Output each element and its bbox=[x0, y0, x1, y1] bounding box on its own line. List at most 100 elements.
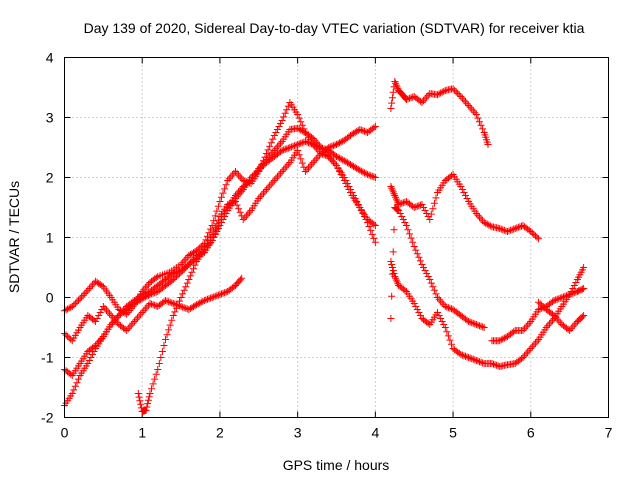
data-point bbox=[88, 281, 96, 289]
data-point bbox=[222, 288, 230, 296]
data-point bbox=[272, 175, 280, 183]
data-point bbox=[432, 194, 440, 202]
data-point bbox=[567, 325, 575, 333]
data-point bbox=[126, 323, 134, 331]
data-point bbox=[566, 327, 574, 334]
data-point bbox=[166, 298, 174, 306]
data-point bbox=[469, 107, 477, 115]
data-point bbox=[370, 124, 378, 132]
data-point bbox=[469, 319, 477, 327]
data-point bbox=[503, 228, 511, 235]
data-point bbox=[295, 125, 303, 133]
data-point bbox=[535, 235, 543, 243]
data-point bbox=[446, 304, 454, 312]
data-point bbox=[84, 286, 92, 294]
data-point bbox=[294, 141, 302, 148]
data-point bbox=[462, 192, 470, 199]
data-point bbox=[402, 222, 410, 229]
data-point bbox=[463, 100, 471, 108]
y-tick-label: 3 bbox=[46, 110, 54, 126]
data-point bbox=[298, 127, 306, 135]
data-point bbox=[544, 322, 552, 330]
data-point bbox=[315, 143, 323, 151]
data-point bbox=[266, 182, 274, 190]
data-point bbox=[423, 93, 431, 101]
data-point bbox=[329, 142, 337, 150]
data-point bbox=[71, 299, 79, 307]
data-point bbox=[314, 142, 322, 150]
data-point bbox=[308, 133, 316, 141]
data-point bbox=[471, 356, 479, 364]
data-point bbox=[434, 294, 442, 301]
data-point bbox=[182, 255, 190, 263]
data-point bbox=[484, 141, 492, 148]
data-point bbox=[278, 168, 286, 175]
data-point bbox=[409, 238, 417, 246]
series-track-2 bbox=[61, 274, 246, 345]
data-point bbox=[176, 297, 184, 305]
data-point bbox=[389, 248, 397, 256]
data-point bbox=[152, 288, 160, 296]
data-point bbox=[416, 312, 424, 319]
data-point bbox=[280, 146, 288, 154]
data-point bbox=[406, 230, 414, 238]
data-point bbox=[135, 393, 143, 401]
data-point bbox=[134, 314, 142, 322]
x-tick-label: 7 bbox=[605, 425, 613, 441]
data-point bbox=[281, 145, 289, 153]
data-point bbox=[213, 220, 221, 228]
data-point bbox=[514, 223, 522, 231]
data-point bbox=[98, 282, 106, 290]
data-point bbox=[267, 180, 275, 188]
x-axis-label: GPS time / hours bbox=[283, 457, 390, 473]
data-point bbox=[306, 139, 314, 147]
data-point bbox=[149, 289, 157, 297]
data-point bbox=[88, 351, 96, 358]
data-point bbox=[345, 186, 353, 193]
data-point bbox=[336, 154, 344, 162]
data-point bbox=[471, 320, 479, 328]
data-point bbox=[239, 177, 247, 184]
data-point bbox=[219, 216, 227, 223]
data-point bbox=[462, 98, 470, 106]
data-point bbox=[392, 276, 400, 284]
series-track-9 bbox=[387, 204, 488, 331]
data-point bbox=[141, 305, 149, 313]
data-point bbox=[283, 145, 291, 153]
data-point bbox=[448, 305, 456, 313]
data-point bbox=[305, 164, 313, 172]
data-point bbox=[465, 318, 473, 325]
data-point bbox=[420, 204, 428, 211]
data-point bbox=[570, 282, 578, 289]
data-point bbox=[388, 94, 396, 102]
data-point bbox=[511, 225, 519, 232]
data-point bbox=[174, 271, 182, 279]
data-point bbox=[517, 222, 525, 230]
data-point bbox=[463, 353, 471, 361]
data-point bbox=[235, 171, 243, 179]
data-point bbox=[569, 289, 577, 297]
data-point bbox=[334, 165, 342, 172]
data-point bbox=[259, 189, 267, 197]
data-point bbox=[465, 354, 473, 361]
data-point bbox=[130, 318, 138, 325]
data-point bbox=[171, 308, 179, 316]
data-point bbox=[538, 301, 546, 309]
data-point bbox=[168, 299, 176, 307]
data-point bbox=[334, 153, 342, 161]
data-point bbox=[162, 336, 170, 343]
data-point bbox=[429, 205, 437, 213]
data-point bbox=[152, 370, 160, 378]
data-point bbox=[202, 236, 210, 244]
data-point bbox=[297, 155, 305, 163]
data-point bbox=[132, 316, 140, 324]
series-track-1 bbox=[61, 99, 379, 318]
data-point bbox=[183, 279, 191, 287]
data-point bbox=[368, 230, 376, 238]
data-point bbox=[264, 146, 272, 154]
data-point bbox=[225, 175, 233, 183]
data-point bbox=[297, 126, 305, 134]
data-point bbox=[309, 141, 317, 148]
data-point bbox=[227, 199, 235, 207]
data-point bbox=[96, 309, 104, 316]
